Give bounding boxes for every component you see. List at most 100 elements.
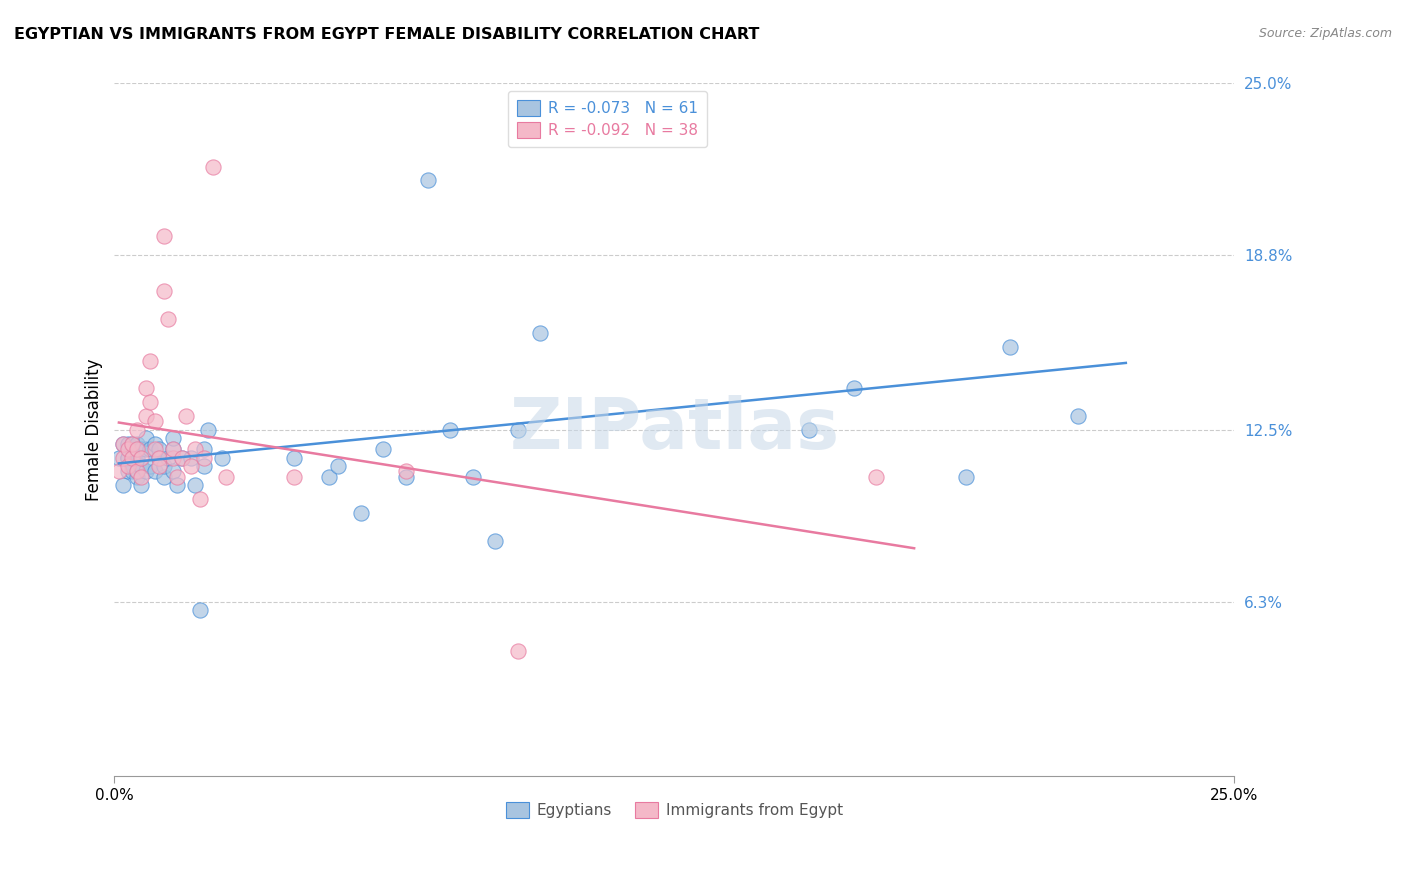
Point [112, 478, 135, 492]
Text: ZIPatlas: ZIPatlas [509, 395, 839, 465]
Point [1066, 409, 1088, 423]
Point [117, 442, 139, 457]
Point [139, 353, 162, 368]
Point [135, 442, 157, 457]
Point [121, 442, 143, 457]
Point [842, 381, 865, 395]
Point [461, 470, 484, 484]
Point [121, 436, 143, 450]
Point [215, 470, 238, 484]
Point [162, 450, 184, 465]
Point [394, 464, 416, 478]
Point [143, 464, 166, 478]
Point [152, 228, 174, 243]
Point [166, 470, 188, 484]
Point [328, 458, 350, 473]
Point [162, 431, 184, 445]
Point [180, 450, 202, 465]
Point [125, 442, 148, 457]
Point [112, 450, 135, 465]
Point [166, 478, 188, 492]
Point [108, 464, 131, 478]
Point [197, 423, 219, 437]
Point [193, 450, 215, 465]
Point [125, 470, 148, 484]
Point [170, 450, 193, 465]
Point [955, 470, 977, 484]
Point [152, 458, 174, 473]
Point [139, 442, 162, 457]
Point [162, 464, 184, 478]
Point [117, 458, 139, 473]
Point [797, 423, 820, 437]
Text: EGYPTIAN VS IMMIGRANTS FROM EGYPT FEMALE DISABILITY CORRELATION CHART: EGYPTIAN VS IMMIGRANTS FROM EGYPT FEMALE… [14, 27, 759, 42]
Point [148, 450, 170, 465]
Point [117, 436, 139, 450]
Point [184, 442, 207, 457]
Point [201, 160, 224, 174]
Point [143, 436, 166, 450]
Point [125, 464, 148, 478]
Point [188, 492, 211, 507]
Point [117, 450, 139, 465]
Point [125, 442, 148, 457]
Point [121, 450, 143, 465]
Point [108, 450, 131, 465]
Point [129, 450, 152, 465]
Point [152, 285, 174, 299]
Point [283, 450, 305, 465]
Point [125, 423, 148, 437]
Point [139, 458, 162, 473]
Point [174, 409, 197, 423]
Point [129, 470, 152, 484]
Point [529, 326, 551, 340]
Point [121, 464, 143, 478]
Point [484, 533, 506, 548]
Point [129, 478, 152, 492]
Point [157, 450, 180, 465]
Point [188, 603, 211, 617]
Legend: Egyptians, Immigrants from Egypt: Egyptians, Immigrants from Egypt [501, 796, 849, 824]
Point [121, 436, 143, 450]
Point [162, 442, 184, 457]
Y-axis label: Female Disability: Female Disability [86, 359, 103, 501]
Point [318, 470, 340, 484]
Point [135, 409, 157, 423]
Point [135, 381, 157, 395]
Point [148, 458, 170, 473]
Point [143, 442, 166, 457]
Point [129, 442, 152, 457]
Point [125, 450, 148, 465]
Point [211, 450, 233, 465]
Point [139, 395, 162, 409]
Point [152, 470, 174, 484]
Point [373, 442, 395, 457]
Point [184, 478, 207, 492]
Point [112, 436, 135, 450]
Point [283, 470, 305, 484]
Point [506, 644, 529, 658]
Point [350, 506, 373, 520]
Point [135, 464, 157, 478]
Point [157, 312, 180, 326]
Point [117, 464, 139, 478]
Point [180, 458, 202, 473]
Point [143, 415, 166, 429]
Point [394, 470, 416, 484]
Point [117, 450, 139, 465]
Point [439, 423, 461, 437]
Point [135, 431, 157, 445]
Point [148, 442, 170, 457]
Point [416, 173, 439, 187]
Point [506, 423, 529, 437]
Point [551, 104, 574, 119]
Point [125, 436, 148, 450]
Point [162, 442, 184, 457]
Point [148, 450, 170, 465]
Point [112, 436, 135, 450]
Point [125, 464, 148, 478]
Point [170, 450, 193, 465]
Point [121, 458, 143, 473]
Point [193, 442, 215, 457]
Text: Source: ZipAtlas.com: Source: ZipAtlas.com [1258, 27, 1392, 40]
